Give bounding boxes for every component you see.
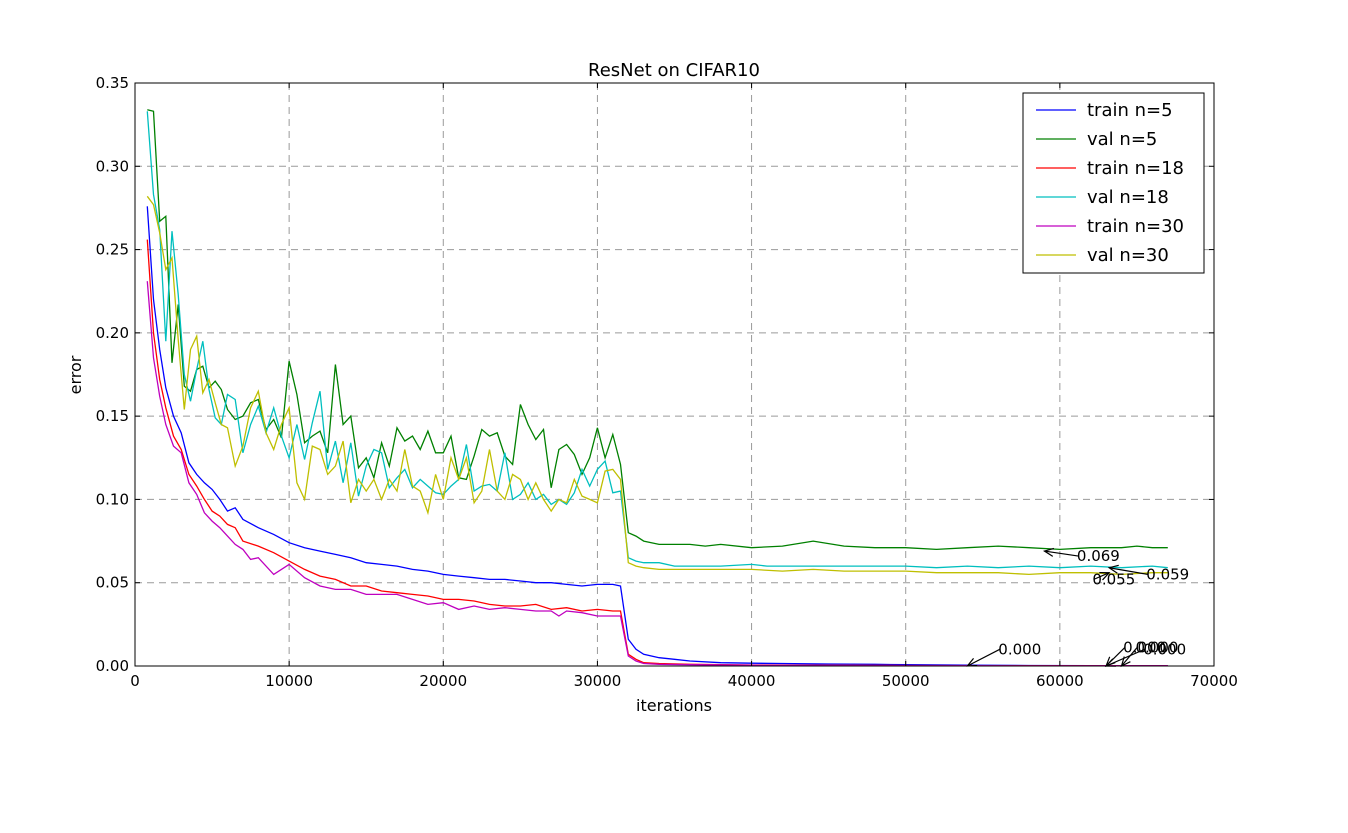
x-tick-label: 40000: [728, 672, 776, 690]
annotation-arrowhead: [966, 657, 978, 667]
annotation-arrow: [1105, 648, 1145, 667]
annotation-arrow: [1121, 647, 1138, 667]
annotation-arrowhead: [1042, 547, 1055, 557]
annotation-label: 0.000: [1143, 640, 1186, 658]
series-lines: [146, 109, 1168, 667]
annotation-label: 0.069: [1077, 547, 1120, 565]
x-tick-label: 60000: [1036, 672, 1084, 690]
y-tick-label: 0.00: [96, 657, 129, 675]
annotation-arrow: [1044, 550, 1079, 557]
annotation-arrowhead: [1107, 564, 1119, 574]
x-axis-title: iterations: [636, 696, 712, 715]
y-tick-label: 0.25: [96, 241, 129, 259]
series-line-val-n-18: [146, 111, 1168, 569]
series-line-val-n-30: [146, 195, 1168, 576]
x-tick-label: 10000: [265, 672, 313, 690]
chart-title: ResNet on CIFAR10: [588, 60, 760, 81]
y-axis-title: error: [66, 355, 85, 394]
y-tick-label: 0.35: [96, 74, 129, 92]
annotation-label: 0.000: [998, 640, 1041, 658]
x-tick-label: 70000: [1190, 672, 1238, 690]
axis-ticks: 0 10000 20000 30000 40000 50000 60000 700000.00…: [96, 74, 1238, 690]
annotation-label: 0.000: [1135, 639, 1178, 657]
annotation-label: 0.059: [1146, 565, 1189, 583]
series-line-train-n-30: [146, 281, 1168, 667]
y-tick-label: 0.30: [96, 157, 129, 175]
y-tick-label: 0.10: [96, 490, 129, 508]
legend-label: val n=18: [1087, 187, 1169, 208]
legend-label: train n=5: [1087, 100, 1173, 121]
y-tick-label: 0.05: [96, 574, 129, 592]
legend-box: [1022, 92, 1205, 274]
x-tick-label: 30000: [574, 672, 622, 690]
x-tick-label: 20000: [419, 672, 467, 690]
legend-label: val n=5: [1087, 129, 1157, 150]
annotation-arrowhead: [1120, 656, 1131, 668]
plot-area-frame: [134, 82, 1215, 667]
series-line-train-n-5: [146, 206, 1168, 667]
annotation-arrowhead: [1099, 572, 1111, 581]
series-line-train-n-18: [146, 239, 1168, 667]
annotation-label: 0.055: [1092, 570, 1135, 588]
x-tick-label: 50000: [882, 672, 930, 690]
series-line-val-n-5: [147, 109, 1168, 551]
annotation-arrow: [1093, 572, 1110, 580]
annotation-arrowhead: [1104, 658, 1116, 667]
legend-label: val n=30: [1087, 245, 1169, 266]
y-tick-label: 0.20: [96, 324, 129, 342]
x-tick-label: 0: [130, 672, 140, 690]
annotation-arrow: [1109, 567, 1148, 575]
legend-label: train n=30: [1087, 216, 1184, 237]
legend-label: train n=18: [1087, 158, 1184, 179]
annotation-arrow: [967, 648, 1001, 667]
y-tick-label: 0.15: [96, 407, 129, 425]
legend: train n=5 val n=5 train n=18 val n=18 train …: [1022, 92, 1205, 274]
